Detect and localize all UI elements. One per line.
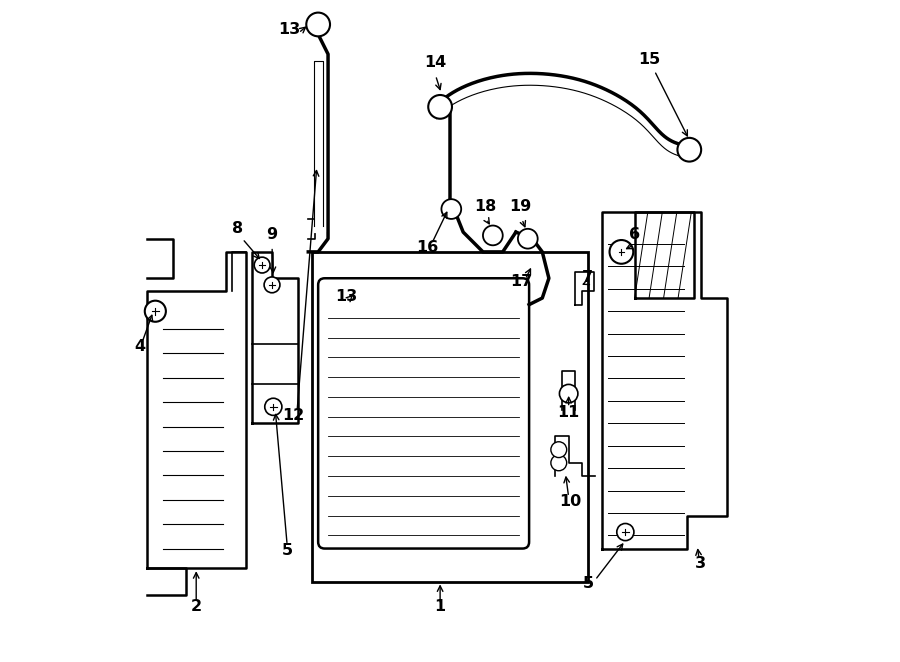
Text: 9: 9 [266,226,277,242]
Circle shape [616,524,634,541]
Text: 1: 1 [435,599,446,614]
Text: 4: 4 [135,339,146,354]
Bar [311,252,589,581]
Text: 19: 19 [509,199,532,214]
Circle shape [145,301,166,322]
Text: 10: 10 [559,494,581,508]
Circle shape [254,257,270,273]
Circle shape [609,240,634,263]
Circle shape [483,226,503,246]
Text: 5: 5 [282,543,292,558]
Text: 3: 3 [695,556,707,571]
Circle shape [518,229,537,249]
Text: 5: 5 [583,576,594,591]
Circle shape [428,95,452,118]
Text: 13: 13 [335,289,357,305]
Text: 14: 14 [425,56,446,70]
Text: 11: 11 [557,404,580,420]
Text: 7: 7 [581,269,593,285]
Circle shape [551,442,567,457]
Text: 8: 8 [232,221,243,236]
FancyBboxPatch shape [319,278,529,549]
Text: 2: 2 [191,599,202,614]
Text: 12: 12 [282,408,304,423]
Text: 18: 18 [473,199,496,214]
Circle shape [678,138,701,162]
Text: 15: 15 [638,52,661,67]
Text: 13: 13 [278,23,301,37]
Text: 17: 17 [510,274,532,289]
Circle shape [560,385,578,403]
Circle shape [306,13,330,36]
Text: 6: 6 [629,226,640,242]
Circle shape [441,199,461,219]
Circle shape [265,399,282,415]
Text: 16: 16 [416,240,438,255]
Circle shape [551,455,567,471]
Circle shape [264,277,280,293]
